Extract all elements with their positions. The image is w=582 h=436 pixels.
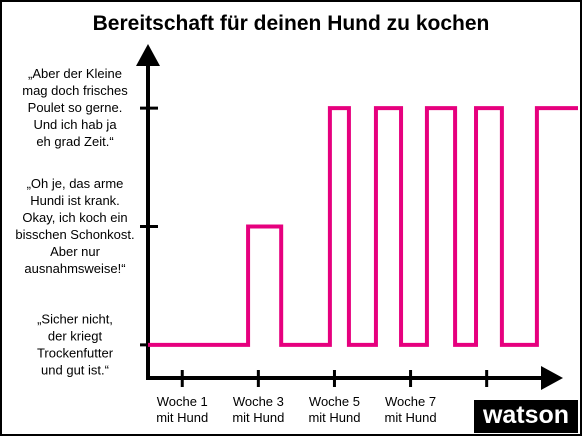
x-tick-label: Woche 1 mit Hund	[156, 394, 208, 425]
x-tick-label: Woche 3 mit Hund	[232, 394, 284, 425]
logo-box	[474, 400, 578, 433]
x-axis-arrow	[541, 366, 563, 390]
chart-title: Bereitschaft für deinen Hund zu kochen	[93, 12, 490, 35]
y-axis-arrow	[136, 44, 160, 66]
y-tick-label: „Aber der Kleine mag doch frisches Poulet …	[22, 66, 128, 149]
y-tick-label: „Oh je, das arme Hundi ist krank. Okay, ic…	[15, 176, 134, 276]
x-tick-label: Woche 5 mit Hund	[308, 394, 360, 425]
y-tick-label: „Sicher nicht, der kriegt Trockenfutter und…	[37, 311, 114, 377]
line	[148, 106, 578, 347]
x-tick-label: Woche 7 mit Hund	[385, 394, 437, 425]
logo: watson	[482, 401, 569, 429]
